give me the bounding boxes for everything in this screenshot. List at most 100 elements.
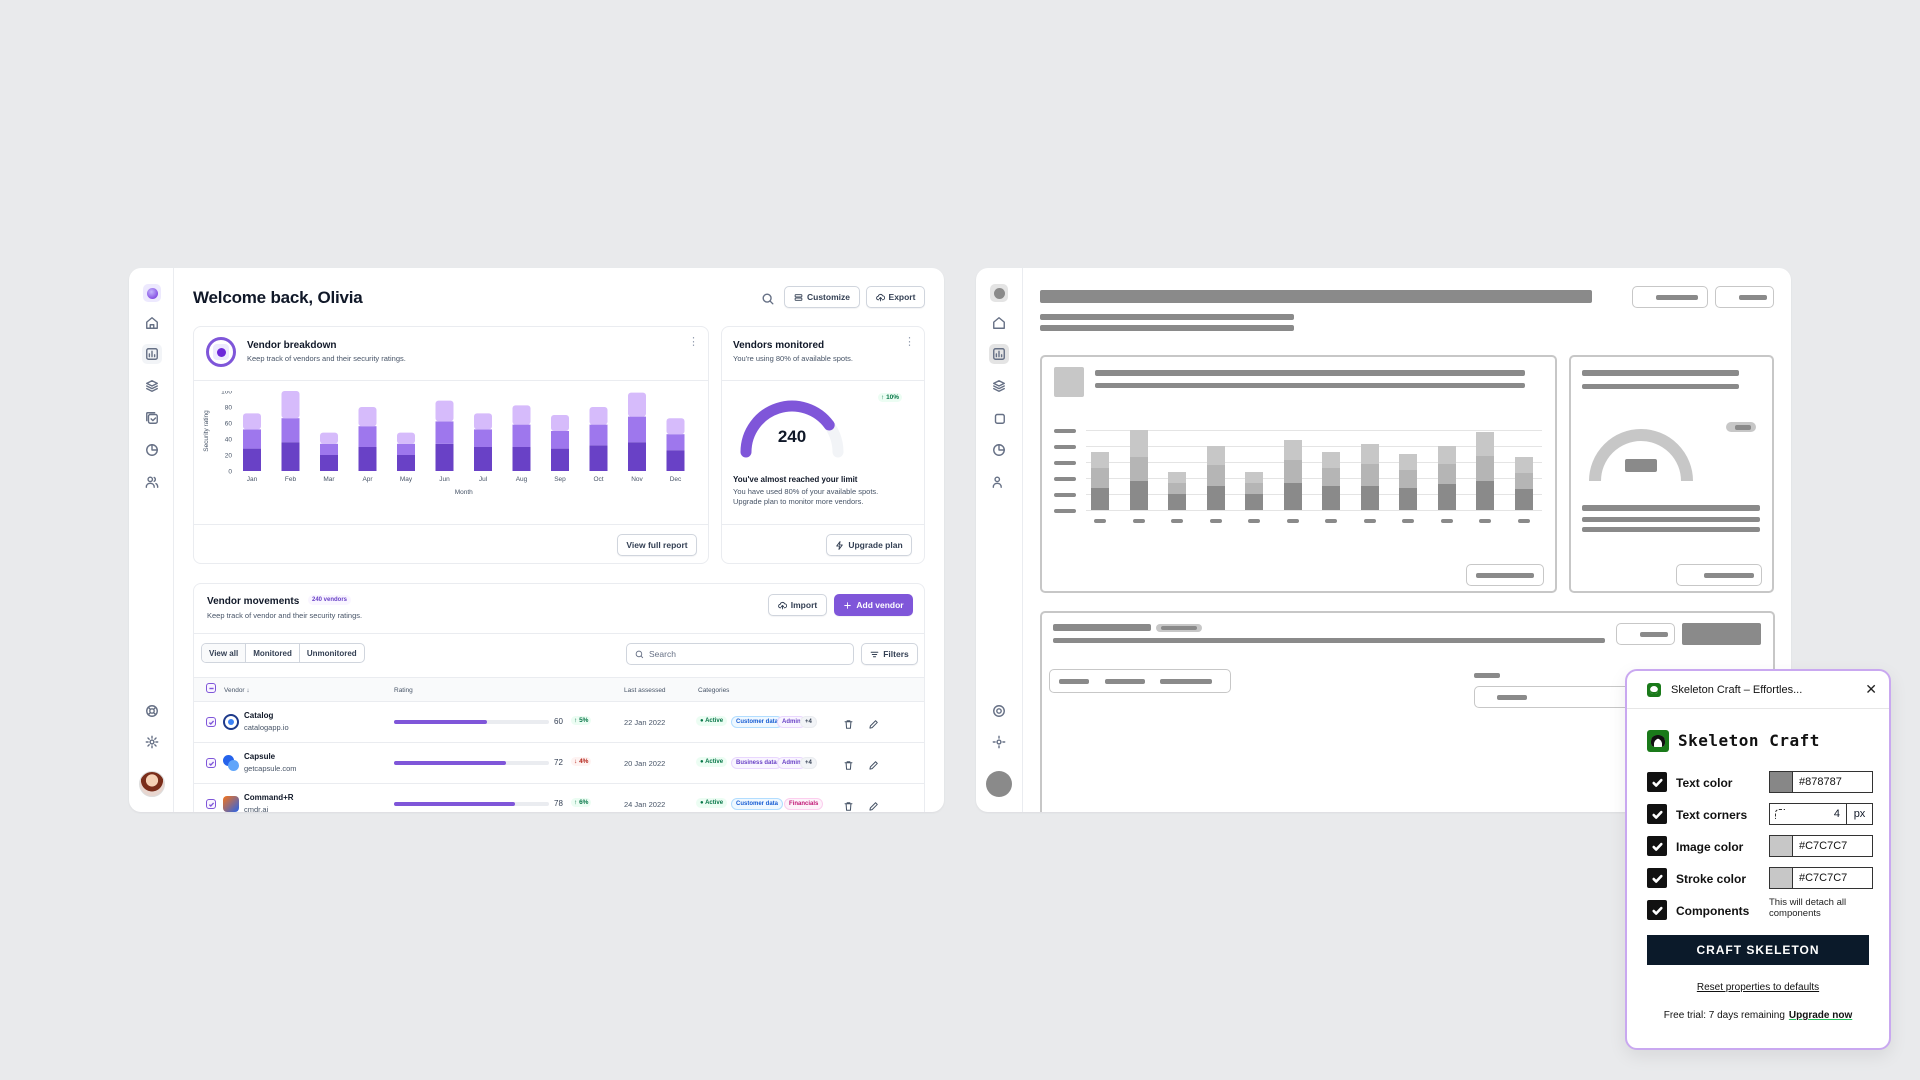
skeleton-gridline <box>1086 510 1542 511</box>
skeleton-sidebar <box>976 268 1023 812</box>
text-color-checkbox[interactable] <box>1647 772 1667 792</box>
skeleton-bar <box>1514 473 1533 490</box>
add-vendor-button[interactable]: Add vendor <box>834 594 913 616</box>
components-checkbox[interactable] <box>1647 900 1667 920</box>
color-swatch[interactable] <box>1770 868 1793 888</box>
view-full-report-button[interactable]: View full report <box>617 534 697 556</box>
layers-icon[interactable] <box>142 376 162 396</box>
status-text: Active <box>705 800 724 806</box>
x-tick-label: Dec <box>670 476 682 483</box>
trial-status: Free trial: 7 days remaining Upgrade now <box>1627 1010 1889 1021</box>
table-row[interactable]: Command+R cmdr.ai 78 ↑ 6% 24 Jan 2022 ● Activ… <box>194 783 924 812</box>
color-swatch[interactable] <box>1770 772 1793 792</box>
skeleton-tick <box>1054 477 1076 481</box>
card-subtitle: Keep track of vendors and their security… <box>247 354 406 363</box>
view-report-label: View full report <box>626 540 688 550</box>
row-checkbox[interactable] <box>206 717 216 727</box>
image-color-input[interactable]: #C7C7C7 <box>1769 835 1873 857</box>
check-square-icon[interactable] <box>142 408 162 428</box>
edit-icon[interactable] <box>868 717 879 729</box>
tab-view-all[interactable]: View all <box>202 644 247 662</box>
divider <box>194 380 708 381</box>
vendor-breakdown-card: Vendor breakdown Keep track of vendors a… <box>193 326 709 564</box>
cloud-upload-icon <box>875 293 885 301</box>
upgrade-now-link[interactable]: Upgrade now <box>1788 1010 1853 1021</box>
edit-icon[interactable] <box>868 758 879 770</box>
more-options-icon[interactable]: ⋮ <box>688 336 699 348</box>
divider <box>194 633 924 634</box>
stroke-color-checkbox[interactable] <box>1647 868 1667 888</box>
dashboard-icon[interactable] <box>142 344 162 364</box>
stroke-color-input[interactable]: #C7C7C7 <box>1769 867 1873 889</box>
bar-segment <box>512 424 531 447</box>
table-row[interactable]: Capsule getcapsule.com 72 ↓ 4% 20 Jan 2022 ● … <box>194 742 924 783</box>
users-icon[interactable] <box>142 472 162 492</box>
limit-text: Upgrade plan to monitor more vendors. <box>733 497 864 506</box>
import-button[interactable]: Import <box>768 594 827 616</box>
edit-icon[interactable] <box>868 799 879 811</box>
bar-segment <box>281 418 300 443</box>
skeleton-bar <box>1245 471 1263 483</box>
image-color-checkbox[interactable] <box>1647 836 1667 856</box>
change-badge-value: 10% <box>886 394 900 401</box>
vendor-count-badge: 240 vendors <box>308 595 352 605</box>
card-title: Vendor breakdown <box>247 340 337 351</box>
skeleton-bar <box>1206 465 1225 486</box>
more-options-icon[interactable]: ⋮ <box>904 336 915 348</box>
support-icon[interactable] <box>142 701 162 721</box>
export-button[interactable]: Export <box>866 286 925 308</box>
close-icon[interactable]: ✕ <box>1865 681 1877 697</box>
row-checkbox[interactable] <box>206 799 216 809</box>
column-vendor[interactable]: Vendor ↓ <box>224 687 250 694</box>
row-checkbox[interactable] <box>206 758 216 768</box>
skeleton-title <box>1040 290 1592 303</box>
zap-icon <box>836 540 844 550</box>
upgrade-plan-button[interactable]: Upgrade plan <box>826 534 912 556</box>
reset-defaults-link[interactable]: Reset properties to defaults <box>1696 982 1820 993</box>
usage-gauge <box>740 400 844 458</box>
category-badge: Customer data <box>731 716 784 728</box>
trash-icon[interactable] <box>843 799 854 811</box>
skeleton-tick <box>1286 519 1299 523</box>
app-logo[interactable] <box>143 284 161 302</box>
customize-button[interactable]: Customize <box>784 286 860 308</box>
settings-icon[interactable] <box>142 732 162 752</box>
trash-icon[interactable] <box>843 717 854 729</box>
pie-chart-icon[interactable] <box>142 440 162 460</box>
bar-segment <box>551 431 569 449</box>
trash-icon[interactable] <box>843 758 854 770</box>
status-badge: ● Active <box>696 757 728 767</box>
filters-label: Filters <box>883 649 909 659</box>
skeleton-tick <box>1054 493 1076 497</box>
capsule-logo <box>223 755 239 771</box>
color-value: #C7C7C7 <box>1799 840 1848 852</box>
user-avatar[interactable] <box>139 771 165 797</box>
search-input[interactable]: Search <box>626 643 854 665</box>
search-icon[interactable] <box>758 289 778 309</box>
home-icon[interactable] <box>142 313 162 333</box>
rating-value: 72 <box>554 758 563 767</box>
skeleton-bar <box>1283 460 1302 483</box>
skeleton-craft-logo <box>1647 730 1669 752</box>
craft-skeleton-button[interactable]: CRAFT SKELETON <box>1647 935 1869 965</box>
skeleton-bar <box>1206 446 1225 466</box>
skeleton-tick <box>1171 519 1183 523</box>
table-row[interactable]: Catalog catalogapp.io 60 ↑ 5% 22 Jan 2022 ● A… <box>194 701 924 742</box>
corner-value: 4 <box>1833 808 1840 820</box>
last-assessed-date: 24 Jan 2022 <box>624 800 666 809</box>
skeleton-tick <box>1132 519 1145 523</box>
tab-monitored[interactable]: Monitored <box>246 644 300 662</box>
color-swatch[interactable] <box>1770 836 1793 856</box>
skeleton-bar <box>1168 471 1186 483</box>
select-all-checkbox[interactable] <box>206 683 216 693</box>
home-icon <box>989 313 1009 333</box>
cloud-upload-icon <box>777 601 787 609</box>
text-color-input[interactable]: #878787 <box>1769 771 1873 793</box>
x-tick-label: Nov <box>631 476 643 483</box>
tab-unmonitored[interactable]: Unmonitored <box>306 648 357 658</box>
corner-radius-input[interactable]: 4 px <box>1769 803 1873 825</box>
skeleton-tick <box>1248 519 1260 523</box>
filters-button[interactable]: Filters <box>861 643 918 665</box>
settings-icon <box>989 732 1009 752</box>
text-corners-checkbox[interactable] <box>1647 804 1667 824</box>
